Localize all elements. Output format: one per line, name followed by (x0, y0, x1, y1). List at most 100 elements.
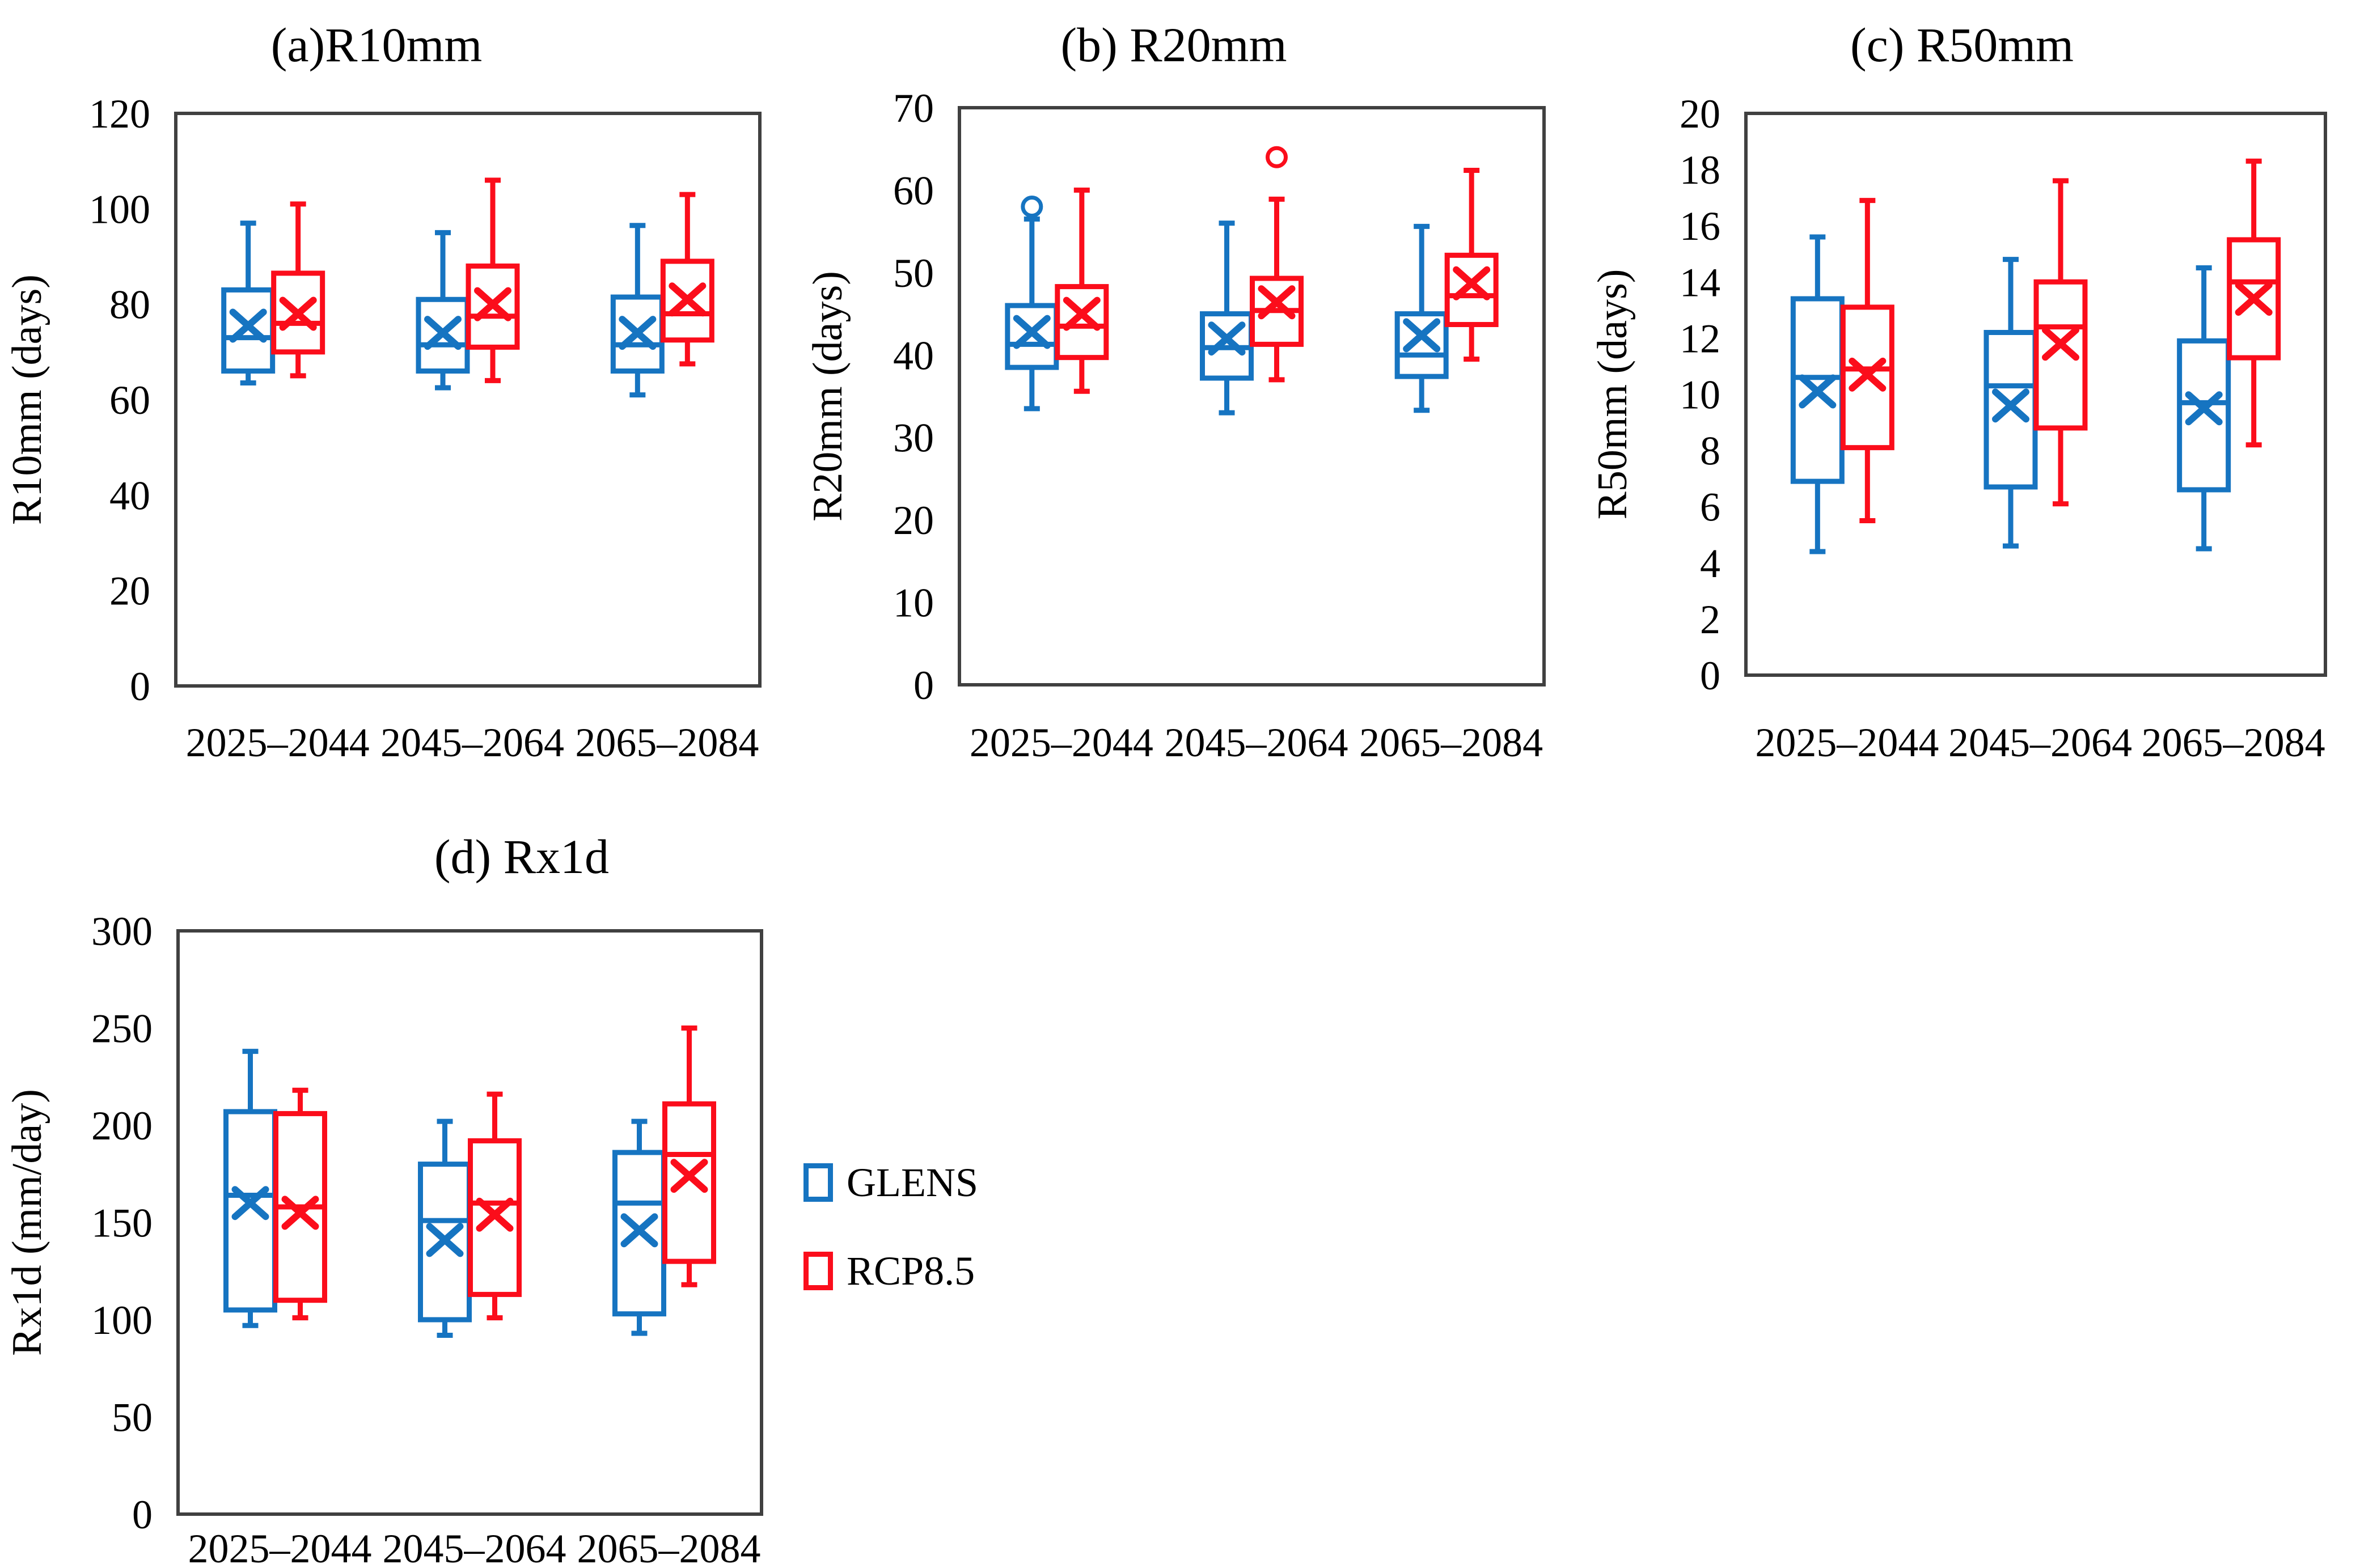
mean-x-icon (424, 316, 462, 350)
y-tick-label: 2 (1700, 597, 1720, 642)
panel-b-r20mm: (b) R20mm R20mm (days) 0 10 20 30 40 50 60 70 2025… (787, 0, 1576, 793)
mean-x-icon (1208, 321, 1246, 356)
box-glens-2 (612, 1118, 666, 1336)
mean-x-icon (279, 296, 317, 331)
panel-title: (c) R50mm (1850, 18, 2074, 72)
x-category-label: 2025–2044 (186, 720, 370, 765)
y-tick-label: 20 (109, 569, 150, 614)
y-tick-label: 0 (130, 664, 150, 709)
y-tick-label: 10 (893, 580, 934, 626)
x-category-label: 2025–2044 (188, 1526, 372, 1568)
y-tick-label: 100 (89, 187, 150, 232)
box-glens-1 (416, 230, 470, 391)
box-glens-1 (418, 1118, 472, 1338)
mean-x-icon (669, 282, 707, 317)
box-glens-2 (2177, 265, 2231, 552)
box-rcp85-1 (466, 177, 520, 383)
outlier-point (1266, 146, 1288, 168)
mean-x-icon (1013, 315, 1051, 349)
y-tick-label: 4 (1700, 541, 1720, 586)
mean-x-icon (1799, 374, 1837, 409)
x-category-label: 2065–2084 (577, 1526, 761, 1568)
panel-title: (a)R10mm (271, 18, 483, 72)
mean-x-icon (2235, 282, 2273, 316)
plot-border (176, 929, 763, 1516)
x-category-label: 2065–2084 (575, 720, 759, 765)
y-tick-label: 18 (1680, 147, 1720, 193)
legend-item-glens: GLENS (803, 1162, 978, 1203)
panel-title: (d) Rx1d (434, 829, 609, 884)
x-category-label: 2045–2064 (1948, 720, 2132, 765)
iqr-box (223, 1109, 277, 1313)
iqr-box (1444, 252, 1499, 327)
mean-x-icon (620, 1213, 658, 1248)
box-glens-1 (1200, 221, 1254, 416)
box-rcp85-0 (273, 1087, 327, 1321)
mean-x-icon (231, 1186, 269, 1221)
y-tick-label: 200 (91, 1103, 153, 1149)
iqr-box (466, 263, 520, 350)
mean-x-icon (426, 1223, 464, 1257)
box-rcp85-2 (660, 192, 714, 367)
iqr-box (660, 258, 714, 343)
x-category-label: 2045–2064 (380, 720, 564, 765)
panel-c-svg: (c) R50mm R50mm (days) 0 2 4 6 8 10 12 14 16 18 20 20… (1589, 18, 2327, 765)
box-glens-2 (1394, 223, 1449, 413)
y-tick-label: 0 (1700, 653, 1720, 698)
y-tick-label: 70 (893, 86, 934, 131)
mean-x-icon (670, 1159, 708, 1193)
iqr-box (662, 1101, 716, 1264)
y-tick-label: 40 (893, 333, 934, 378)
box-rcp85-1 (468, 1091, 522, 1321)
box-rcp85-1 (1250, 146, 1304, 383)
box-rcp85-0 (1840, 198, 1894, 523)
box-glens-0 (221, 221, 276, 386)
y-tick-label: 8 (1700, 429, 1720, 474)
panel-d-rx1d: (d) Rx1d Rx1d (mm/day) 0 50 100 150 200 250 300 2… (0, 794, 788, 1568)
mean-x-icon (476, 1197, 514, 1232)
x-category-label: 2025–2044 (1755, 720, 1939, 765)
y-tick-label: 16 (1680, 204, 1720, 249)
iqr-box (2177, 338, 2231, 493)
y-tick-label: 30 (893, 416, 934, 461)
mean-x-icon (1992, 388, 2029, 423)
mean-x-icon (619, 316, 657, 350)
outlier-point (1021, 196, 1043, 218)
legend-swatch-glens-icon (803, 1163, 833, 1202)
box-rcp85-0 (1055, 187, 1109, 394)
y-tick-label: 20 (1680, 91, 1720, 137)
mean-x-icon (2185, 391, 2223, 426)
mean-x-icon (474, 287, 511, 321)
box-rcp85-2 (2227, 158, 2281, 448)
box-rcp85-2 (662, 1025, 716, 1287)
box-glens-2 (610, 223, 665, 398)
x-category-label: 2045–2064 (383, 1526, 566, 1568)
legend-swatch-rcp85-icon (803, 1252, 833, 1290)
box-glens-0 (1790, 234, 1845, 554)
plot-border (1744, 112, 2327, 677)
y-tick-label: 20 (893, 498, 934, 543)
mean-x-icon (1403, 318, 1441, 353)
box-glens-0 (223, 1049, 277, 1328)
y-tick-label: 50 (893, 251, 934, 296)
y-tick-label: 14 (1680, 260, 1720, 305)
y-tick-label: 250 (91, 1006, 153, 1052)
box-rcp85-2 (1444, 168, 1499, 362)
mean-x-icon (1063, 296, 1101, 331)
y-tick-label: 80 (109, 282, 150, 328)
panel-c-r50mm: (c) R50mm R50mm (days) 0 2 4 6 8 10 12 14 16 18 20 20… (1572, 0, 2360, 793)
x-category-label: 2065–2084 (1359, 720, 1543, 765)
mean-x-icon (229, 308, 267, 343)
panel-a-r10mm: (a)R10mm R10mm (days) 0 20 40 60 80 100 120 2025–… (0, 0, 788, 793)
box-glens-1 (1983, 257, 2038, 549)
plot-border (174, 112, 762, 688)
mean-x-icon (2042, 327, 2079, 361)
mean-x-icon (1849, 357, 1887, 392)
y-tick-label: 0 (132, 1492, 153, 1537)
y-axis-label: Rx1d (mm/day) (4, 1089, 50, 1356)
legend-item-rcp85: RCP8.5 (803, 1251, 978, 1291)
y-tick-label: 12 (1680, 316, 1720, 361)
iqr-box (221, 287, 276, 374)
x-category-label: 2045–2064 (1165, 720, 1348, 765)
